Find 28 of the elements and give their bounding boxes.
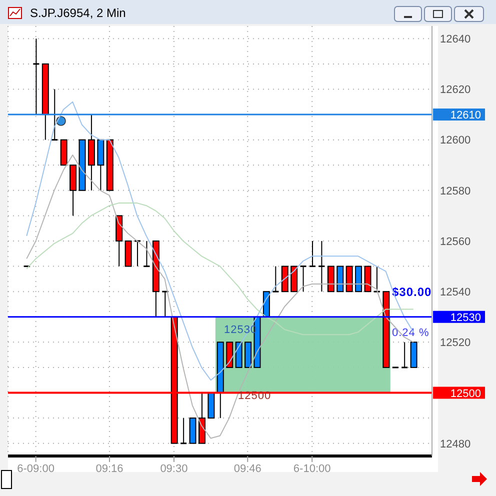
x-tick-label: 09:30 [160,462,188,475]
candlestick [272,266,279,292]
ref-line-label: 12610 [450,110,481,122]
y-tick-label: 12520 [440,337,471,350]
x-tick-label: 6-10:00 [293,462,331,475]
y-tick-label: 12480 [440,438,471,450]
y-tick-label: 12560 [440,236,471,248]
candlestick [52,88,58,141]
candlestick [402,342,408,368]
annotation: $30.00 [392,285,432,299]
candlestick [318,240,325,292]
candlestick [180,418,187,444]
y-tick-label: 12620 [440,84,471,96]
candlestick [33,38,40,116]
candlestick [309,240,316,268]
candlestick [144,240,150,268]
y-tick-label: 12580 [440,185,471,198]
ref-line-label: 12500 [450,388,481,400]
y-tick-label: 12540 [440,286,471,298]
y-tick-label: 12640 [440,34,471,46]
x-tick-label: 09:46 [234,462,262,475]
x-tick-label: 6-09:00 [17,462,54,475]
y-tick-label: 12600 [440,134,471,147]
annotation: 0.24 % [392,327,430,340]
chart-title: S.JP.J6954, 2 Min [30,6,126,20]
ref-line-label: 12530 [450,312,481,324]
candlestick [300,266,306,292]
x-tick-label: 09:16 [96,462,124,475]
